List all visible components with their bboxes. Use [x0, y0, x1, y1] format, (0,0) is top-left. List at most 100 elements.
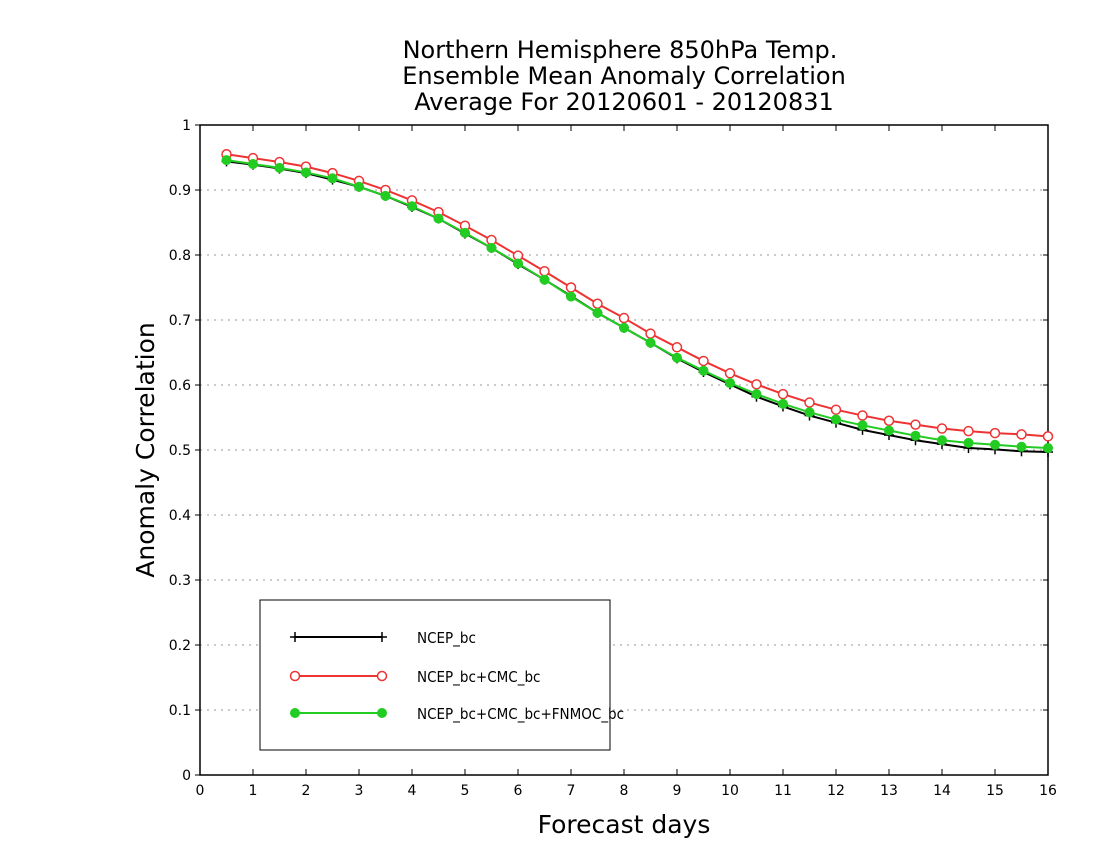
series-layer — [221, 149, 1054, 457]
series-3 — [221, 155, 1053, 454]
data-point — [486, 242, 497, 253]
data-point — [380, 190, 391, 201]
x-tick-label: 10 — [721, 783, 739, 799]
series-line — [226, 159, 1049, 450]
y-tick-label: 0.2 — [169, 638, 191, 654]
data-point — [857, 410, 868, 421]
legend-marker — [377, 708, 387, 718]
legend-label: NCEP_bc+CMC_bc — [417, 668, 540, 687]
data-point — [671, 342, 683, 353]
data-point — [831, 414, 841, 425]
data-point — [221, 155, 232, 166]
series-2 — [221, 149, 1054, 442]
y-tick-label: 0.4 — [169, 508, 191, 524]
data-point — [989, 427, 1001, 439]
legend-marker — [289, 670, 301, 682]
y-tick-label: 0.6 — [169, 378, 191, 394]
x-tick-label: 1 — [249, 783, 258, 799]
data-point — [725, 378, 735, 389]
legend-marker — [376, 670, 388, 682]
x-axis-label: Forecast days — [538, 810, 711, 839]
legend: NCEP_bc NCEP_bc+CMC_bc NCEP_bc+CMC_bc+FNMO… — [259, 599, 624, 751]
data-point — [937, 435, 947, 446]
x-tick-label: 15 — [986, 783, 1004, 799]
legend-item: NCEP_bc+CMC_bc — [289, 668, 540, 687]
data-point — [751, 379, 762, 390]
y-tick-label: 1 — [182, 118, 191, 134]
data-point — [698, 355, 709, 367]
data-point — [592, 307, 603, 318]
data-point — [910, 430, 921, 441]
data-point — [1016, 429, 1027, 440]
data-point — [565, 282, 577, 293]
data-point — [857, 420, 868, 431]
data-point — [936, 423, 948, 434]
legend-item: NCEP_bc+CMC_bc+FNMOC_bc — [290, 705, 624, 724]
data-point — [990, 439, 1000, 450]
title-line-2: Ensemble Mean Anomaly Correlation — [402, 62, 846, 90]
y-tick-label: 0.9 — [169, 183, 191, 199]
data-point — [751, 389, 762, 400]
x-tick-label: 13 — [880, 783, 898, 799]
legend-label: NCEP_bc — [417, 629, 476, 648]
data-point — [963, 437, 974, 448]
data-point — [1042, 431, 1054, 442]
y-tick-label: 0 — [182, 768, 191, 784]
x-tick-label: 14 — [933, 783, 951, 799]
data-point — [804, 407, 815, 418]
y-tick-label: 0.1 — [169, 703, 191, 719]
series-line — [226, 160, 1049, 453]
title-line-1: Northern Hemisphere 850hPa Temp. — [403, 36, 838, 64]
data-point — [592, 298, 603, 309]
data-point — [327, 173, 338, 184]
data-point — [672, 352, 682, 363]
legend-marker — [377, 632, 387, 642]
data-point — [1043, 443, 1053, 454]
data-point — [884, 425, 894, 436]
y-tick-label: 0.8 — [169, 248, 191, 264]
data-point — [883, 415, 895, 426]
series-line — [226, 153, 1049, 438]
y-tick-label: 0.5 — [169, 443, 191, 459]
x-tick-label: 11 — [774, 783, 792, 799]
x-tick-label: 7 — [567, 783, 576, 799]
x-tick-label: 5 — [461, 783, 470, 799]
x-tick-label: 0 — [196, 783, 205, 799]
data-point — [804, 397, 815, 408]
x-axis: 0 1 2 3 4 5 6 7 8 9 10 11 12 13 14 15 16 — [196, 125, 1057, 799]
x-tick-label: 16 — [1039, 783, 1057, 799]
x-tick-label: 3 — [355, 783, 364, 799]
series-1 — [221, 156, 1053, 457]
data-point — [645, 328, 656, 339]
data-point — [698, 365, 709, 376]
data-point — [645, 337, 656, 348]
chart-title: Northern Hemisphere 850hPa Temp. Ensembl… — [402, 36, 846, 116]
title-line-3: Average For 20120601 - 20120831 — [414, 88, 834, 116]
x-tick-label: 2 — [302, 783, 311, 799]
x-tick-label: 9 — [673, 783, 682, 799]
x-tick-label: 8 — [620, 783, 629, 799]
legend-label: NCEP_bc+CMC_bc+FNMOC_bc — [417, 705, 624, 724]
data-point — [778, 398, 788, 409]
legend-item: NCEP_bc — [290, 629, 476, 648]
data-point — [539, 266, 550, 277]
data-point — [354, 181, 364, 192]
data-point — [1016, 441, 1027, 452]
y-axis-label: Anomaly Correlation — [131, 322, 160, 577]
x-tick-label: 6 — [514, 783, 523, 799]
data-point — [963, 425, 974, 437]
data-point — [433, 213, 444, 224]
data-point — [248, 159, 258, 169]
y-axis: 0 0.1 0.2 0.3 0.4 0.5 0.6 0.7 0.8 0.9 1 — [169, 118, 1048, 784]
legend-marker — [290, 708, 300, 718]
y-tick-label: 0.7 — [169, 313, 191, 329]
data-point — [513, 258, 523, 269]
data-point — [539, 274, 550, 285]
data-point — [407, 201, 417, 212]
data-point — [910, 419, 921, 430]
x-tick-label: 12 — [827, 783, 845, 799]
data-point — [619, 322, 629, 333]
data-point — [618, 312, 630, 324]
data-point — [830, 404, 842, 415]
